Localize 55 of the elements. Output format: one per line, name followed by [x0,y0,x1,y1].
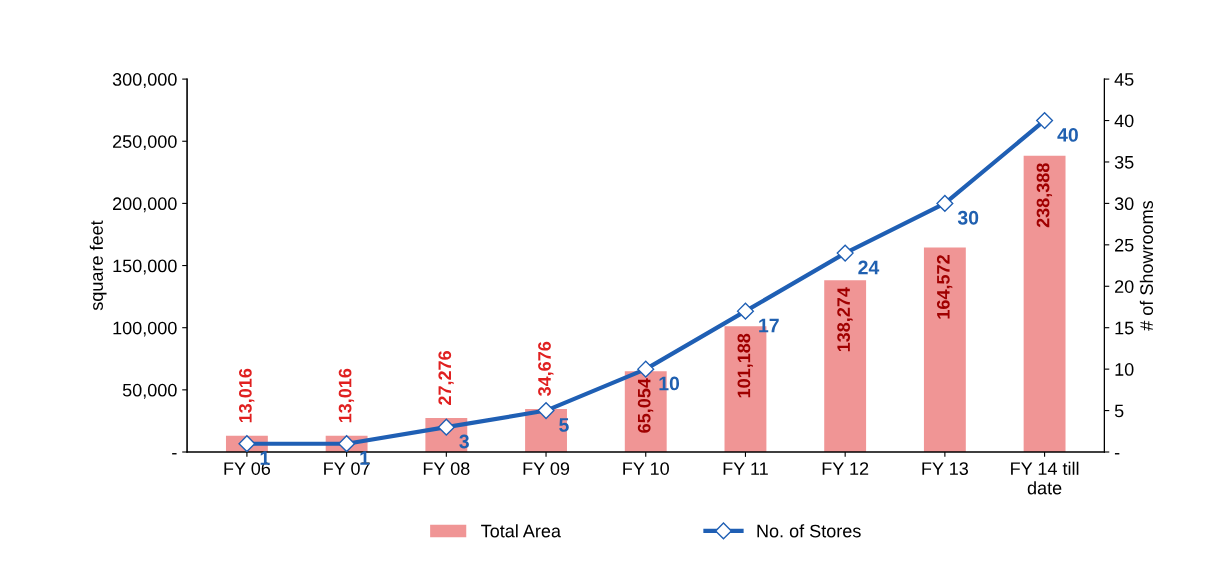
y-tick-label: - [172,453,177,455]
y2-axis-title: # of Showrooms [1139,200,1154,331]
legend-label: No. of Stores [757,524,861,538]
data-label: 17 [759,318,779,333]
point [736,302,755,320]
data-label: 3 [459,434,469,449]
x-tick-label: FY 14 till date [1011,461,1079,495]
data-label: 101,188 [737,333,753,398]
data-label: 34,676 [538,341,554,396]
data-label: 65,054 [637,378,654,433]
point [1036,111,1054,130]
y2-tick-label: 30 [1114,197,1134,211]
y2-tick-label: 25 [1115,238,1134,252]
x-tick-label: FY 08 [423,462,470,475]
data-label: 13,016 [238,368,255,423]
bar [923,247,966,452]
y2-tick-label: 15 [1115,321,1134,335]
y-tick-label: 100,000 [113,321,177,337]
x-tick-label: FY 09 [523,462,570,475]
data-label: 27,276 [438,351,454,405]
y-tick-label: 200,000 [113,197,177,213]
y2-tick-label: 40 [1114,114,1134,128]
data-label: 164,572 [936,255,953,319]
bar [1023,155,1066,452]
x-tick-label: FY 12 [822,462,869,475]
data-label: 10 [659,376,680,391]
point [637,360,655,378]
bar [824,280,867,452]
legend-label: Total Area [481,524,561,538]
point [936,194,954,212]
data-label: 30 [957,210,979,225]
y2-tick-label: 10 [1115,363,1134,376]
y-axis-title: square feet [89,220,107,311]
y-tick-label: 250,000 [113,135,177,151]
y2-tick-label: 45 [1114,73,1134,86]
data-label: 138,274 [837,287,853,352]
point [238,435,256,452]
x-tick-label: FY 13 [922,462,969,475]
data-label: 24 [858,260,880,275]
data-label: 5 [559,418,569,432]
y2-tick-label: 20 [1115,280,1134,293]
point [836,244,854,262]
data-label: 238,388 [1036,163,1053,228]
x-tick-label: FY 11 [723,462,768,475]
y-tick-label: 300,000 [112,73,177,88]
data-label: 40 [1057,127,1078,142]
y2-tick-label: 5 [1114,404,1124,418]
y-tick-label: 50,000 [122,383,177,399]
data-label: 13,016 [338,368,355,423]
point [338,435,356,452]
y2-tick-label: 35 [1114,155,1134,169]
y2-tick-label: - [1114,453,1120,455]
point [537,402,555,420]
y-tick-label: 150,000 [113,259,177,275]
x-tick-label: FY 10 [623,462,669,475]
